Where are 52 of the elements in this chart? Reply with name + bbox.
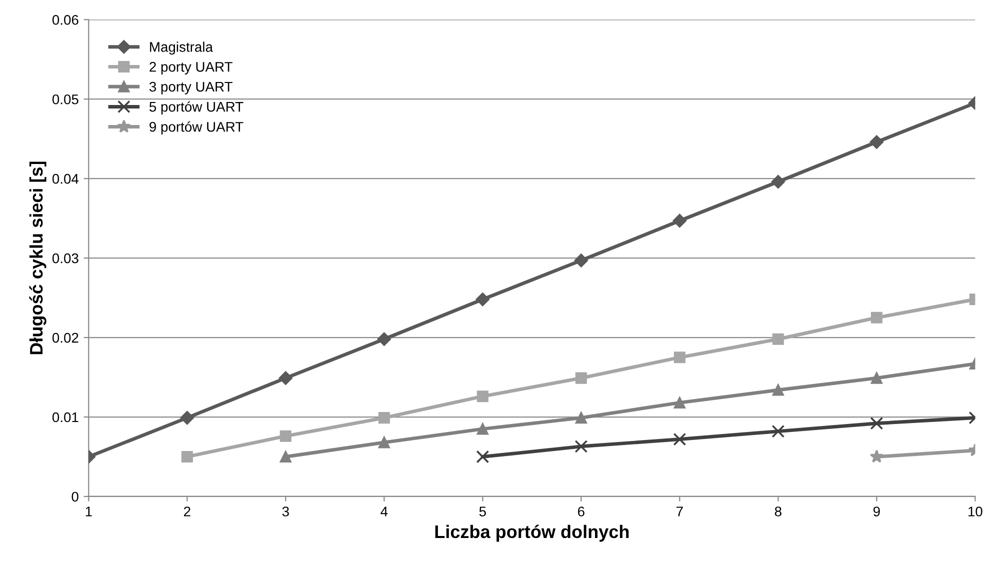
point — [772, 424, 785, 438]
x-tick-label: 3 — [282, 506, 289, 516]
point — [574, 440, 588, 453]
point — [575, 372, 587, 384]
point — [772, 384, 784, 396]
legend-label: 5 portów UART — [149, 101, 244, 114]
y-tick-label: 0.01 — [52, 412, 78, 422]
x-tick-label: 9 — [873, 506, 880, 516]
y-tick-label: 0.03 — [52, 253, 78, 264]
x-tick-label: 10 — [968, 506, 982, 516]
point — [575, 412, 587, 424]
point — [476, 450, 490, 464]
point — [672, 214, 686, 228]
point — [180, 411, 194, 425]
point — [181, 450, 193, 463]
x-tick-label: 4 — [380, 506, 388, 516]
y-tick-label: 0 — [72, 492, 78, 502]
point — [771, 174, 785, 189]
x-tick-label: 5 — [479, 506, 486, 516]
point — [280, 430, 292, 442]
point — [870, 372, 882, 384]
y-axis-title: Długość cyklu sieci [s] — [29, 162, 46, 354]
point — [772, 333, 784, 345]
legend-label: 9 portów UART — [150, 121, 244, 135]
y-tick-label: 0.06 — [52, 14, 78, 25]
point — [574, 254, 588, 268]
point — [377, 332, 391, 346]
x-tick-label: 1 — [86, 506, 92, 516]
point — [378, 412, 390, 424]
point — [476, 423, 488, 435]
legend-label: 3 porty UART — [149, 82, 232, 94]
x-tick-label: 8 — [774, 506, 782, 516]
x-axis-title: Liczba portów dolnych — [435, 524, 629, 542]
y-tick-label: 0.04 — [52, 174, 79, 184]
point — [476, 390, 488, 402]
point — [280, 450, 292, 463]
point — [870, 135, 884, 149]
y-tick-label: 0.05 — [52, 94, 78, 104]
x-tick-label: 6 — [578, 506, 584, 516]
point — [674, 396, 686, 408]
point — [378, 436, 390, 448]
point — [870, 312, 882, 324]
x-tick-label: 2 — [184, 506, 190, 516]
point — [674, 352, 686, 364]
x-tick-label: 7 — [676, 506, 683, 516]
point — [278, 371, 292, 385]
y-tick-label: 0.02 — [52, 332, 78, 343]
legend-label: 2 porty UART — [150, 62, 232, 75]
legend-label: Magistrala — [150, 42, 213, 55]
point — [870, 416, 884, 430]
point — [673, 432, 686, 446]
point — [476, 292, 490, 306]
